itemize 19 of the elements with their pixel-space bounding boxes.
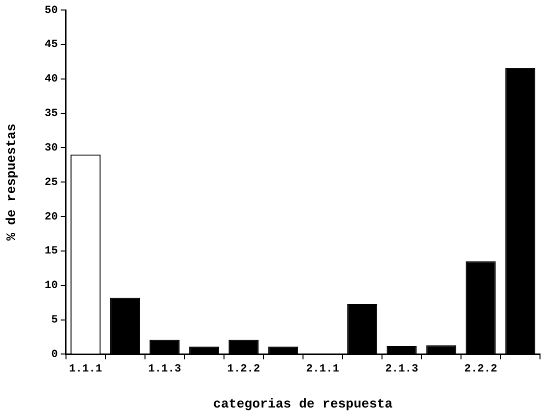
x-tick-label: 2.1.1 bbox=[306, 364, 340, 376]
y-tick-label: 30 bbox=[44, 142, 58, 154]
y-tick-label: 25 bbox=[44, 176, 58, 189]
y-tick-label: 10 bbox=[44, 280, 58, 292]
y-tick-label: 0 bbox=[51, 348, 58, 361]
x-tick-label: 1.1.1 bbox=[69, 364, 102, 376]
y-tick-label: 50 bbox=[44, 4, 58, 17]
y-tick-label: 35 bbox=[44, 108, 58, 120]
y-tick-label: 20 bbox=[44, 211, 58, 224]
y-tick-label: 40 bbox=[44, 74, 58, 86]
x-tick-label: 1.2.2 bbox=[227, 364, 260, 376]
x-tick-label: 2.1.3 bbox=[385, 364, 419, 376]
y-tick-label: 5 bbox=[51, 314, 58, 327]
x-tick-label: 2.2.2 bbox=[464, 364, 498, 376]
x-tick-label: 1.1.3 bbox=[148, 364, 182, 376]
x-axis-title: categorias de respuesta bbox=[213, 396, 393, 412]
y-tick-label: 15 bbox=[44, 246, 58, 258]
y-tick-label: 45 bbox=[44, 39, 58, 52]
y-axis-title: % de respuestas bbox=[4, 123, 20, 241]
